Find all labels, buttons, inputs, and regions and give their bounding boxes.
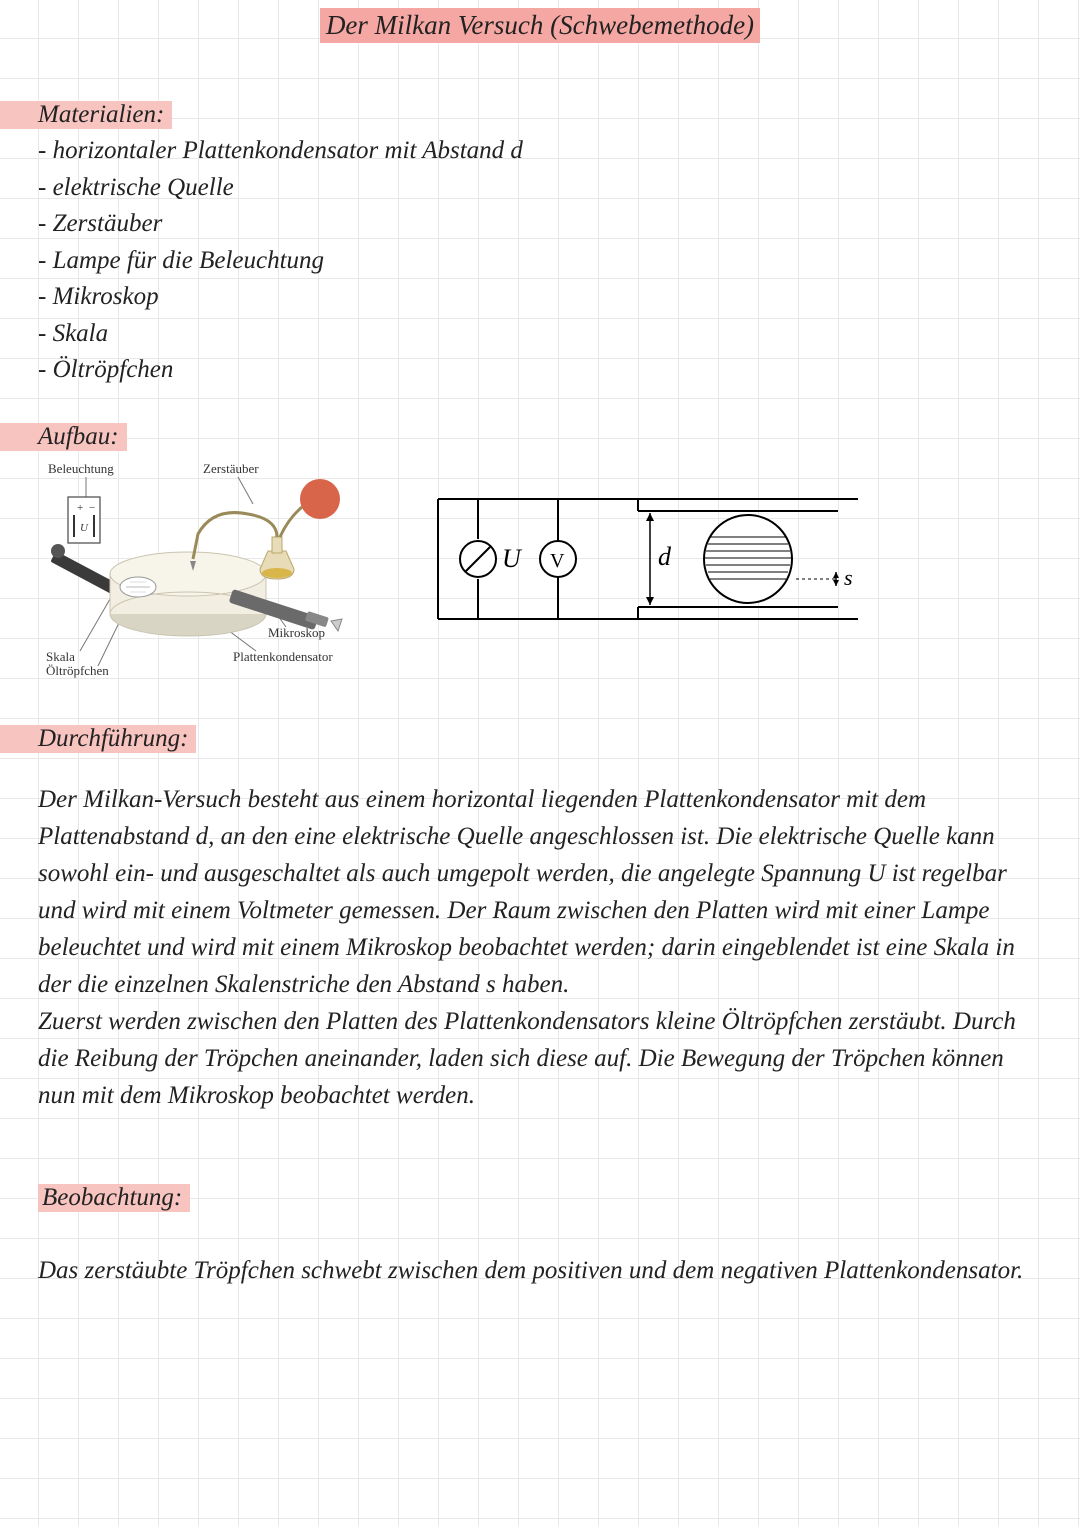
label-beleuchtung: Beleuchtung [48, 461, 114, 476]
list-item: - Skala [38, 316, 1042, 353]
circuit-d-label: d [658, 542, 672, 571]
aufbau-heading: Aufbau: [0, 423, 127, 451]
label-oltropfchen: Öltröpfchen [46, 663, 109, 678]
durchfuehrung-text: Der Milkan-Versuch besteht aus einem hor… [38, 781, 1042, 1114]
circuit-diagram: U V d [418, 469, 878, 639]
aufbau-figures: Beleuchtung Zerstäuber Mikroskop Platten… [38, 459, 1042, 679]
page-content: Der Milkan Versuch (Schwebemethode) Mate… [0, 0, 1080, 1309]
list-item: - elektrische Quelle [38, 170, 1042, 207]
page-title: Der Milkan Versuch (Schwebemethode) [320, 8, 760, 43]
list-item: - Lampe für die Beleuchtung [38, 243, 1042, 280]
circuit-u-label: U [502, 544, 523, 573]
durchfuehrung-heading: Durchführung: [0, 725, 196, 753]
beobachtung-heading: Beobachtung: [38, 1184, 190, 1212]
durchfuehrung-section: Durchführung: Der Milkan-Versuch besteht… [38, 725, 1042, 1114]
svg-text:−: − [89, 502, 95, 514]
label-skala: Skala [46, 649, 75, 664]
list-item: - Öltröpfchen [38, 352, 1042, 389]
circuit-s-label: s [844, 565, 853, 590]
label-zerstauber: Zerstäuber [203, 461, 259, 476]
beobachtung-text: Das zerstäubte Tröpfchen schwebt zwische… [38, 1252, 1042, 1289]
aufbau-section: Aufbau: Beleuchtung Zerstäuber Mikroskop… [38, 423, 1042, 679]
list-item: - Mikroskop [38, 279, 1042, 316]
list-item: - horizontaler Plattenkondensator mit Ab… [38, 133, 1042, 170]
label-plattenkondensator: Plattenkondensator [233, 649, 333, 664]
apparatus-diagram: Beleuchtung Zerstäuber Mikroskop Platten… [38, 459, 378, 679]
materialien-section: Materialien: - horizontaler Plattenkonde… [38, 101, 1042, 389]
beobachtung-section: Beobachtung: Das zerstäubte Tröpfchen sc… [38, 1184, 1042, 1289]
label-u: U [80, 522, 89, 534]
materialien-list: - horizontaler Plattenkondensator mit Ab… [38, 133, 1042, 389]
svg-text:+: + [77, 502, 83, 514]
label-mikroskop: Mikroskop [268, 625, 325, 640]
list-item: - Zerstäuber [38, 206, 1042, 243]
circuit-v-label: V [550, 550, 565, 572]
materialien-heading: Materialien: [0, 101, 172, 129]
title-wrap: Der Milkan Versuch (Schwebemethode) [38, 8, 1042, 43]
